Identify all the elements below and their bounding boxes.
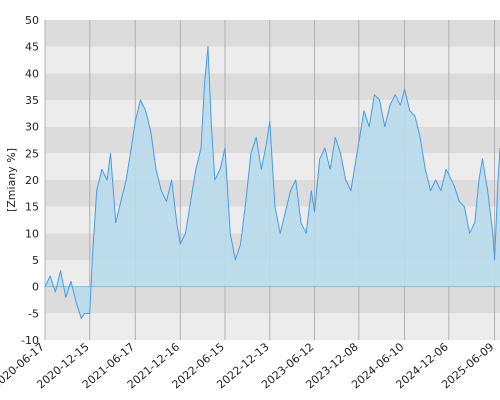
grid-band <box>45 126 500 154</box>
grid-band <box>45 20 500 47</box>
grid-band <box>45 286 500 314</box>
grid-band <box>45 313 500 340</box>
grid-band <box>45 46 500 74</box>
series-area <box>45 46 500 319</box>
y-tick-label: 15 <box>25 201 39 214</box>
y-axis-title: [Zmiany %] <box>5 148 18 212</box>
y-tick-label: -5 <box>28 307 39 320</box>
series-layer <box>44 46 500 320</box>
y-tick-label: 40 <box>25 67 39 80</box>
series-line <box>44 46 500 320</box>
y-tick-label: 5 <box>32 254 39 267</box>
x-axis-ticks: 2020-06-172020-12-152021-06-172021-12-16… <box>0 340 496 391</box>
y-tick-label: 45 <box>25 41 39 54</box>
grid-band <box>45 100 500 127</box>
y-tick-label: 35 <box>25 94 39 107</box>
y-tick-label: 25 <box>25 147 39 160</box>
y-tick-label: 30 <box>25 121 39 134</box>
y-tick-label: 10 <box>25 227 39 240</box>
y-tick-label: -10 <box>21 334 39 347</box>
y-axis-ticks: -10 -5 0 5 10 15 20 25 30 35 40 45 50 <box>21 14 39 347</box>
grid-band <box>45 73 500 100</box>
y-tick-label: 50 <box>25 14 39 27</box>
y-tick-label: 0 <box>32 281 39 294</box>
y-tick-label: 20 <box>25 174 39 187</box>
